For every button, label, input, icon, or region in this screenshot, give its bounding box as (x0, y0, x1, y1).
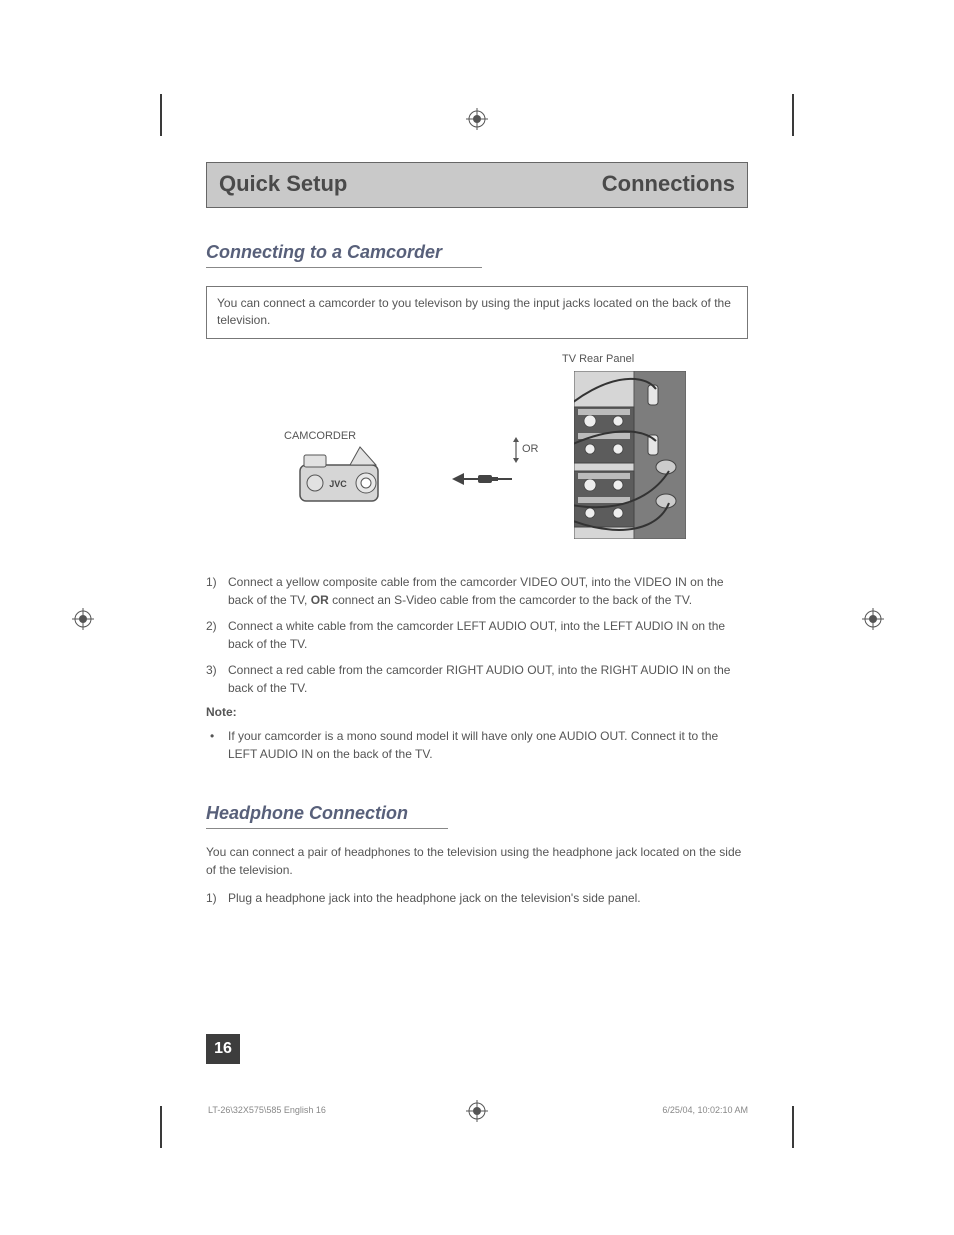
steps-list-headphone: 1) Plug a headphone jack into the headph… (206, 889, 748, 907)
camcorder-label: CAMCORDER (284, 430, 356, 442)
camcorder-brand-text: JVC (329, 479, 347, 489)
step-number: 1) (206, 573, 228, 609)
section-title-camcorder: Connecting to a Camcorder (206, 242, 482, 268)
registration-mark-icon (72, 608, 94, 630)
page-number: 16 (206, 1034, 240, 1064)
headphone-paragraph: You can connect a pair of headphones to … (206, 843, 748, 879)
connection-diagram: TV Rear Panel CAMCORDER JVC (206, 357, 748, 557)
crop-mark (160, 94, 162, 136)
or-label: OR (522, 443, 539, 455)
note-item: • If your camcorder is a mono sound mode… (206, 727, 748, 763)
crop-mark (792, 1106, 794, 1148)
tv-panel-label: TV Rear Panel (562, 353, 634, 365)
camcorder-icon: JVC (298, 445, 398, 505)
step-item: 2) Connect a white cable from the camcor… (206, 617, 748, 653)
step-text: Connect a red cable from the camcorder R… (228, 661, 748, 697)
section-title-headphone: Headphone Connection (206, 803, 448, 829)
step-item: 1) Connect a yellow composite cable from… (206, 573, 748, 609)
step-text: Connect a yellow composite cable from th… (228, 573, 748, 609)
info-box: You can connect a camcorder to you telev… (206, 286, 748, 339)
step-item: 1) Plug a headphone jack into the headph… (206, 889, 748, 907)
footer-left: LT-26\32X575\585 English 16 (208, 1105, 326, 1115)
header-right: Connections (602, 171, 735, 197)
crop-mark (792, 94, 794, 136)
cable-plug-icon (452, 471, 512, 492)
step-text: Plug a headphone jack into the headphone… (228, 889, 748, 907)
page-content: Quick Setup Connections Connecting to a … (206, 162, 748, 915)
registration-mark-icon (466, 108, 488, 130)
step-number: 3) (206, 661, 228, 697)
bullet-icon: • (206, 727, 228, 763)
step-item: 3) Connect a red cable from the camcorde… (206, 661, 748, 697)
page-header: Quick Setup Connections (206, 162, 748, 208)
steps-list-camcorder: 1) Connect a yellow composite cable from… (206, 573, 748, 697)
step-number: 2) (206, 617, 228, 653)
step-number: 1) (206, 889, 228, 907)
header-left: Quick Setup (219, 171, 347, 197)
page-footer: LT-26\32X575\585 English 16 6/25/04, 10:… (208, 1105, 748, 1115)
note-text: If your camcorder is a mono sound model … (228, 727, 748, 763)
footer-right: 6/25/04, 10:02:10 AM (662, 1105, 748, 1115)
tv-rear-panel-icon (574, 371, 686, 539)
registration-mark-icon (862, 608, 884, 630)
or-arrow-icon (512, 437, 520, 468)
crop-mark (160, 1106, 162, 1148)
note-label: Note: (206, 705, 748, 719)
step-text: Connect a white cable from the camcorder… (228, 617, 748, 653)
